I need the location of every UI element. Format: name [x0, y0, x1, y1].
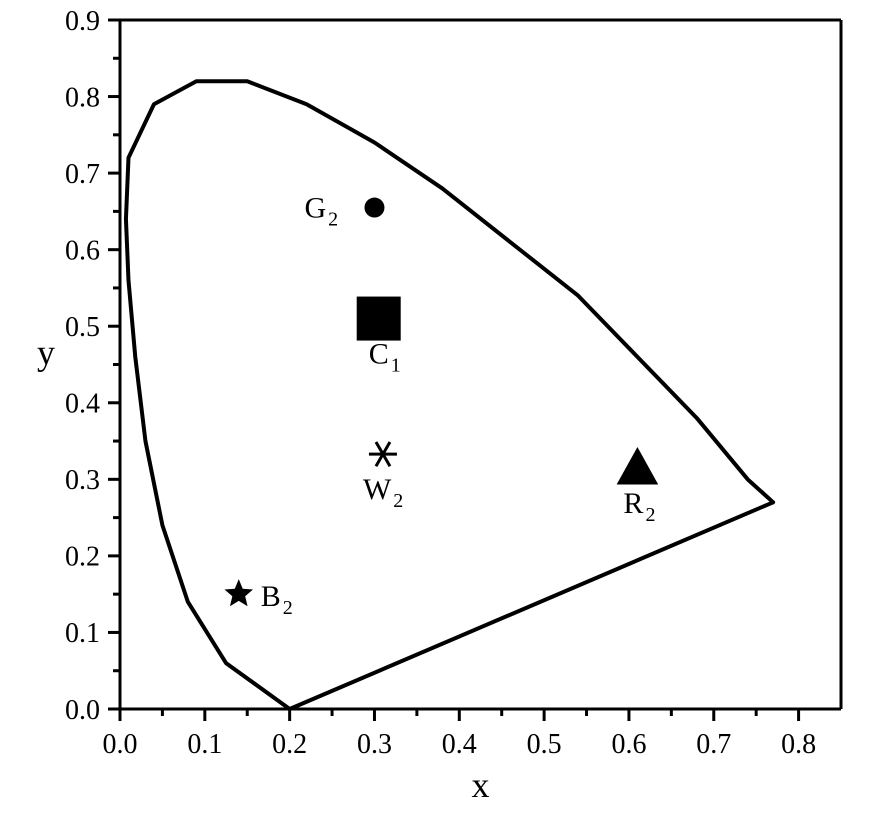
x-tick-label: 0.6 — [611, 729, 646, 760]
y-tick-label: 0.8 — [65, 82, 100, 113]
x-tick-label: 0.0 — [103, 729, 138, 760]
x-tick-label: 0.2 — [272, 729, 307, 760]
y-tick-label: 0.3 — [65, 465, 100, 496]
y-tick-label: 0.5 — [65, 312, 100, 343]
x-tick-label: 0.8 — [781, 729, 816, 760]
x-tick-label: 0.4 — [442, 729, 477, 760]
y-tick-label: 0.2 — [65, 542, 100, 573]
y-tick-label: 0.4 — [65, 389, 100, 420]
y-tick-label: 0.7 — [65, 159, 100, 190]
x-axis-label: x — [472, 765, 490, 805]
y-tick-label: 0.9 — [65, 6, 100, 37]
x-tick-label: 0.3 — [357, 729, 392, 760]
chromaticity-chart: 0.0 0.1 0.2 0.3 0.4 0.5 0.6 0.7 0.8 0.0 0.1 0.2 0.3 0… — [0, 0, 871, 819]
y-axis-label: y — [37, 333, 55, 373]
y-tick-label: 0.1 — [65, 618, 100, 649]
x-tick-label: 0.5 — [527, 729, 562, 760]
y-tick-label: 0.0 — [65, 695, 100, 726]
y-tick-label: 0.6 — [65, 235, 100, 266]
x-tick-label: 0.1 — [187, 729, 222, 760]
x-tick-label: 0.7 — [696, 729, 731, 760]
